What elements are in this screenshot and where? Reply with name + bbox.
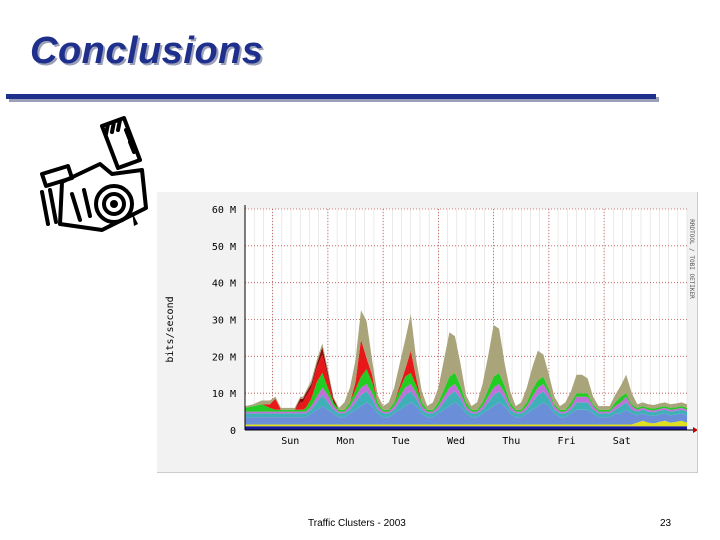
y-tick-label: 40 M (212, 279, 236, 290)
footer-text: Traffic Clusters - 2003 (308, 518, 406, 529)
x-axis-arrow (693, 427, 698, 433)
series-area-0 (245, 426, 687, 430)
y-tick-label: 50 M (212, 242, 236, 253)
x-tick-label: Thu (502, 436, 520, 447)
x-tick-label: Tue (392, 436, 410, 447)
traffic-area-chart: 0 10 M 20 M 30 M 40 M 50 M 60 M Sun Mon Tue Wed Thu… (165, 205, 698, 447)
series-area-2 (245, 402, 687, 425)
x-tick-label: Wed (447, 436, 465, 447)
series-area-1 (245, 420, 687, 427)
page-number: 23 (660, 518, 672, 529)
x-tick-label: Fri (557, 436, 575, 447)
x-tick-label: Sun (281, 436, 299, 447)
camera-clipart-icon (40, 116, 148, 232)
slide-title: Conclusions (30, 30, 264, 72)
series-area-4 (245, 384, 687, 414)
series-area-8 (245, 310, 687, 410)
chart-labels: 0 10 M 20 M 30 M 40 M 50 M 60 M Sun Mon Tue Wed Thu… (165, 205, 695, 447)
series-area-5 (245, 369, 687, 412)
y-tick-label: 30 M (212, 316, 236, 327)
y-tick-label: 20 M (212, 352, 236, 363)
x-tick-label: Sat (613, 436, 631, 447)
y-tick-label: 10 M (212, 389, 236, 400)
side-credit-label: RRDTOOL / TOBI OETIKER (688, 219, 695, 299)
chart-axes (244, 205, 698, 433)
chart-series-areas (245, 310, 687, 430)
title-underline (6, 94, 656, 99)
x-tick-label: Mon (336, 436, 354, 447)
y-axis-label: bits/second (165, 296, 176, 362)
y-tick-label: 60 M (212, 205, 236, 216)
y-tick-label: 0 (230, 426, 236, 437)
traffic-chart-frame: 0 10 M 20 M 30 M 40 M 50 M 60 M Sun Mon Tue Wed Thu… (157, 192, 698, 473)
series-area-3 (245, 391, 687, 418)
